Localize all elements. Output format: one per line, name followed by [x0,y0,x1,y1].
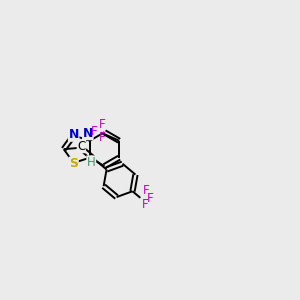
Text: C: C [77,140,86,153]
Text: F: F [143,184,150,197]
Text: H: H [87,156,96,169]
Text: F: F [91,124,98,138]
Text: N: N [82,127,93,140]
Text: S: S [69,157,78,170]
Text: F: F [147,192,154,205]
Text: N: N [68,128,79,141]
Text: F: F [142,198,148,211]
Text: F: F [99,118,106,131]
Text: F: F [99,131,106,145]
